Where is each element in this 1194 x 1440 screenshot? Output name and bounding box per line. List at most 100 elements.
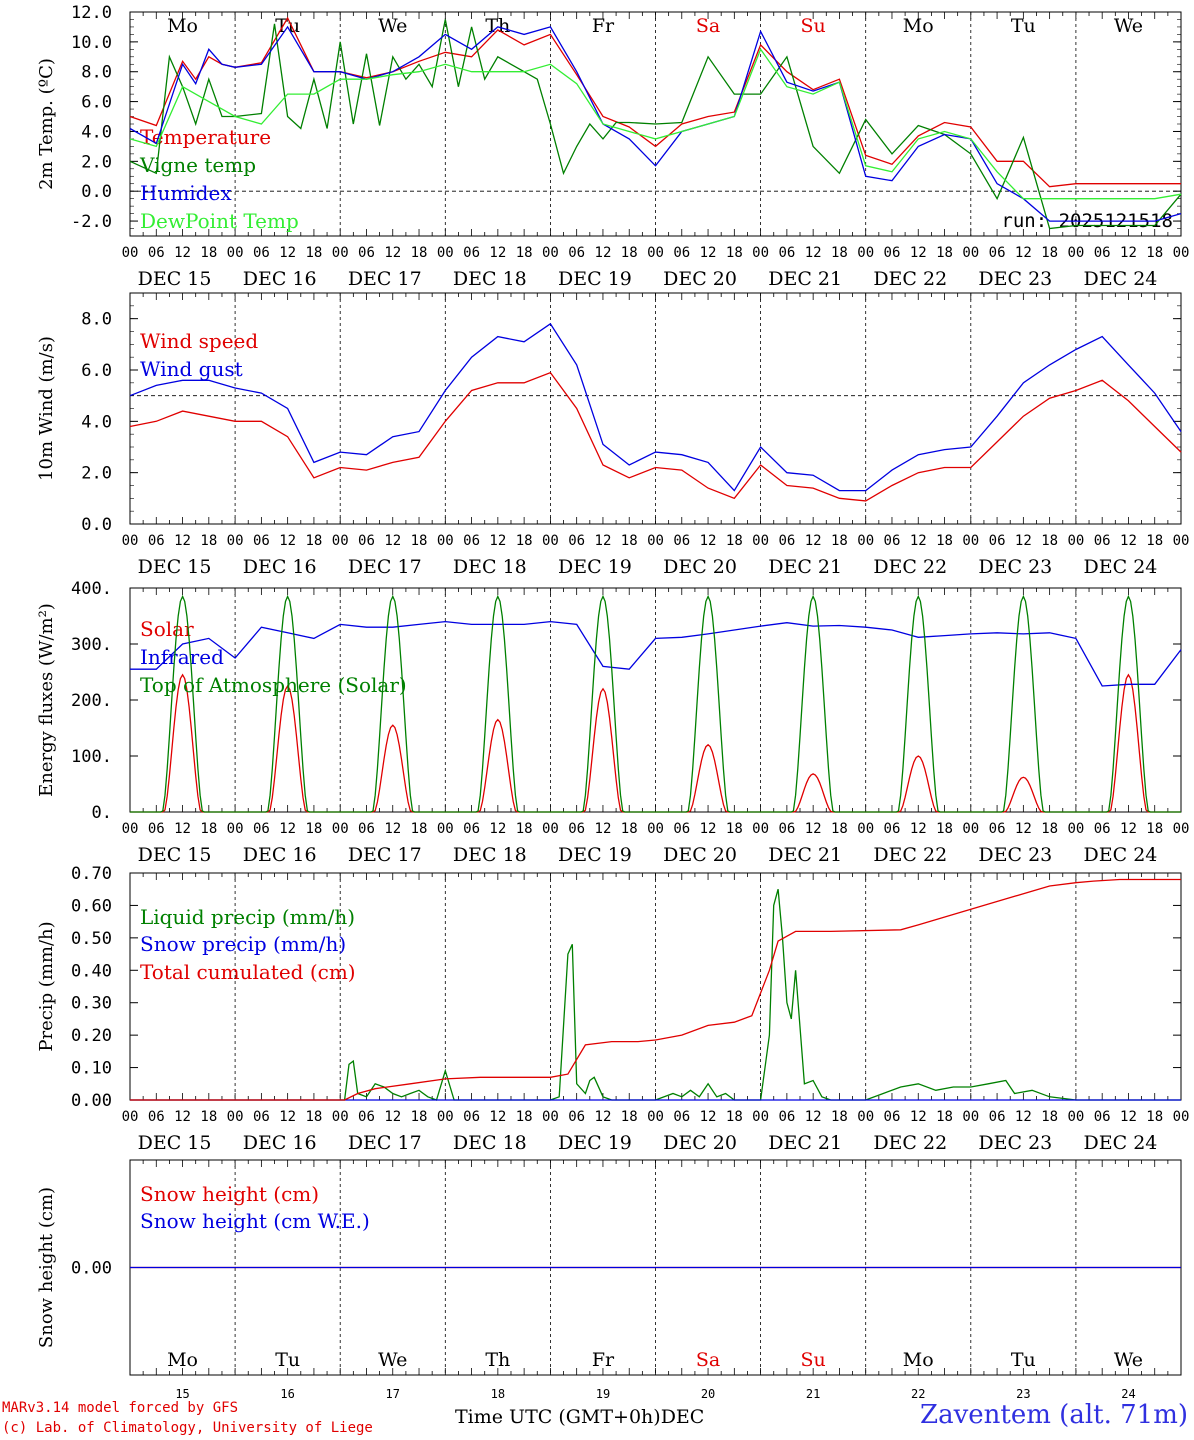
- hour-tick-label: 06: [989, 533, 1006, 549]
- hour-tick-label: 06: [358, 245, 375, 261]
- legend-label: Vigne temp: [139, 153, 256, 177]
- plot-frame: [129, 587, 1182, 813]
- hour-tick-label: 18: [305, 245, 322, 261]
- hour-tick-label: 12: [489, 821, 506, 837]
- hour-tick-label: 18: [726, 1109, 743, 1125]
- hour-tick-label: 06: [673, 1109, 690, 1125]
- hour-tick-label: 00: [122, 1109, 139, 1125]
- hour-tick-label: 00: [857, 821, 874, 837]
- hour-tick-label: 18: [1146, 245, 1163, 261]
- y-tick-label: 0.40: [71, 961, 112, 981]
- day-number-label: 23: [1016, 1387, 1030, 1400]
- day-number-label: 22: [911, 1387, 925, 1400]
- y-tick-label: 0.00: [71, 1259, 112, 1279]
- day-number-label: 20: [701, 1387, 715, 1400]
- y-tick-label: 8.0: [81, 310, 112, 330]
- hour-tick-label: 00: [437, 1109, 454, 1125]
- date-label: DEC 22: [873, 1132, 947, 1154]
- station-label: Zaventem (alt. 71m): [920, 1400, 1188, 1430]
- date-label: DEC 23: [978, 844, 1052, 866]
- hour-tick-label: 12: [910, 1109, 927, 1125]
- hour-tick-label: 12: [1015, 821, 1032, 837]
- hour-tick-label: 00: [332, 1109, 349, 1125]
- hour-tick-label: 00: [752, 533, 769, 549]
- y-tick-label: -2.0: [71, 212, 112, 232]
- hour-tick-label: 18: [411, 245, 428, 261]
- day-number-label: 24: [1121, 1387, 1135, 1400]
- y-tick-label: 0.00: [71, 1091, 112, 1111]
- y-tick-label: 2.0: [81, 152, 112, 172]
- date-label: DEC 16: [243, 556, 317, 578]
- day-number-label: 16: [280, 1387, 294, 1400]
- hour-tick-label: 00: [1067, 245, 1084, 261]
- hour-tick-label: 12: [384, 533, 401, 549]
- hour-tick-label: 00: [1067, 821, 1084, 837]
- hour-tick-label: 00: [227, 821, 244, 837]
- hour-tick-label: 00: [1067, 1109, 1084, 1125]
- hour-tick-label: 06: [989, 245, 1006, 261]
- weekday-label: Fr: [592, 1349, 615, 1371]
- y-tick-label: 100.: [71, 747, 112, 767]
- legend-label: Liquid precip (mm/h): [140, 905, 355, 929]
- hour-tick-label: 18: [516, 533, 533, 549]
- y-tick-label: 0.30: [71, 994, 112, 1014]
- hour-tick-label: 00: [962, 245, 979, 261]
- hour-tick-label: 06: [358, 533, 375, 549]
- weekday-label: Sa: [696, 1349, 720, 1371]
- hour-tick-label: 18: [305, 1109, 322, 1125]
- hour-tick-label: 06: [568, 245, 585, 261]
- hour-tick-label: 00: [122, 533, 139, 549]
- day-number-label: 15: [175, 1387, 189, 1400]
- hour-tick-label: 00: [122, 821, 139, 837]
- y-axis-label: 2m Temp. (ºC): [36, 58, 57, 190]
- hour-tick-label: 00: [752, 1109, 769, 1125]
- hour-tick-label: 06: [253, 245, 270, 261]
- hour-tick-label: 18: [936, 533, 953, 549]
- legend-label: Total cumulated (cm): [140, 960, 356, 984]
- weekday-label: Tu: [1011, 1349, 1036, 1371]
- hour-tick-label: 12: [595, 1109, 612, 1125]
- date-label: DEC 18: [453, 1132, 527, 1154]
- legend-label: Wind speed: [140, 329, 258, 353]
- day-number-label: 19: [596, 1387, 610, 1400]
- y-tick-label: 2.0: [81, 464, 112, 484]
- hour-tick-label: 18: [831, 245, 848, 261]
- hour-tick-label: 06: [148, 533, 165, 549]
- hour-tick-label: 18: [411, 533, 428, 549]
- hour-tick-label: 00: [542, 1109, 559, 1125]
- y-tick-label: 0.70: [71, 864, 112, 884]
- hour-tick-label: 00: [227, 1109, 244, 1125]
- series-line: [130, 889, 1181, 1101]
- hour-tick-label: 00: [332, 533, 349, 549]
- legend-label: Wind gust: [140, 357, 243, 381]
- y-tick-label: 0.0: [81, 182, 112, 202]
- y-tick-label: 8.0: [81, 63, 112, 83]
- hour-tick-label: 00: [1173, 245, 1190, 261]
- hour-tick-label: 12: [279, 245, 296, 261]
- hour-tick-label: 18: [1146, 821, 1163, 837]
- y-tick-label: 6.0: [81, 93, 112, 113]
- weekday-label: Su: [801, 1349, 826, 1371]
- series-line: [129, 322, 1182, 492]
- date-label: DEC 21: [768, 268, 842, 290]
- hour-tick-label: 18: [621, 245, 638, 261]
- hour-tick-label: 12: [384, 821, 401, 837]
- day-number-label: 18: [491, 1387, 505, 1400]
- weekday-label: We: [1114, 1349, 1143, 1371]
- date-label: DEC 24: [1084, 1132, 1158, 1154]
- hour-tick-label: 12: [1015, 245, 1032, 261]
- hour-tick-label: 12: [489, 533, 506, 549]
- date-label: DEC 21: [768, 1132, 842, 1154]
- hour-tick-label: 06: [1094, 821, 1111, 837]
- weekday-label: Sa: [696, 15, 720, 37]
- hour-tick-label: 18: [411, 821, 428, 837]
- date-label: DEC 19: [558, 268, 632, 290]
- hour-tick-label: 12: [1120, 1109, 1137, 1125]
- date-label: DEC 16: [243, 1132, 317, 1154]
- y-tick-label: 400.: [71, 579, 112, 599]
- hour-tick-label: 00: [647, 821, 664, 837]
- legend-label: Snow height (cm): [140, 1182, 319, 1206]
- y-tick-label: 0.10: [71, 1059, 112, 1079]
- hour-tick-label: 18: [936, 821, 953, 837]
- date-label: DEC 24: [1084, 556, 1158, 578]
